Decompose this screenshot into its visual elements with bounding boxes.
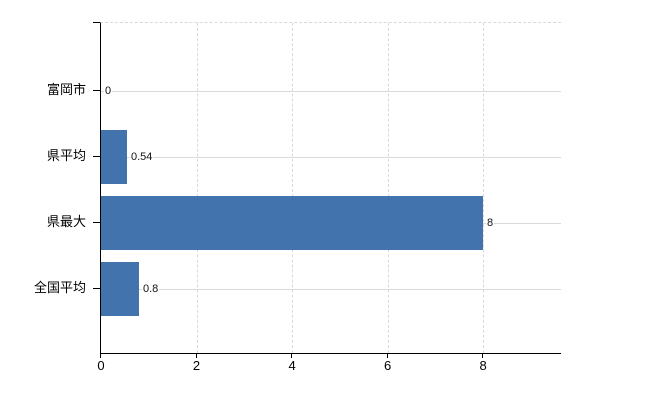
- h-gridline: [101, 157, 561, 158]
- bar-value-label: 0.8: [142, 282, 160, 296]
- h-gridline: [101, 289, 561, 290]
- category-label: 全国平均: [33, 280, 86, 295]
- y-axis-tick: [93, 90, 100, 91]
- x-axis-tick: [100, 353, 101, 358]
- bar-2: [101, 196, 483, 250]
- bar-value-label: 8: [486, 216, 495, 230]
- x-axis-tick: [386, 353, 388, 358]
- y-axis-tick: [93, 288, 100, 289]
- x-axis-tick: [291, 353, 293, 358]
- v-gridline: [387, 23, 389, 353]
- y-axis-tick: [93, 222, 100, 223]
- plot-area: 0 0.54 8 0.8: [100, 22, 561, 354]
- h-gridline: [101, 91, 561, 92]
- x-axis-tick: [195, 353, 197, 358]
- v-gridline: [483, 23, 485, 353]
- category-label: 県最大: [46, 214, 86, 229]
- category-label: 県平均: [46, 148, 86, 163]
- v-gridline: [196, 23, 198, 353]
- x-tick-label: 6: [383, 358, 392, 373]
- bar-3: [101, 262, 139, 316]
- bar-1: [101, 130, 127, 184]
- bar-value-label: 0: [104, 84, 113, 98]
- x-tick-label: 0: [97, 358, 105, 373]
- x-tick-label: 2: [192, 358, 201, 373]
- v-gridline: [292, 23, 294, 353]
- y-axis-tick: [93, 156, 100, 157]
- x-tick-label: 8: [479, 358, 487, 373]
- bar-value-label: 0.54: [130, 150, 154, 164]
- y-axis-top-tick: [93, 22, 100, 23]
- category-label: 富岡市: [46, 82, 86, 97]
- x-tick-label: 4: [288, 358, 296, 373]
- x-axis-tick: [482, 353, 484, 358]
